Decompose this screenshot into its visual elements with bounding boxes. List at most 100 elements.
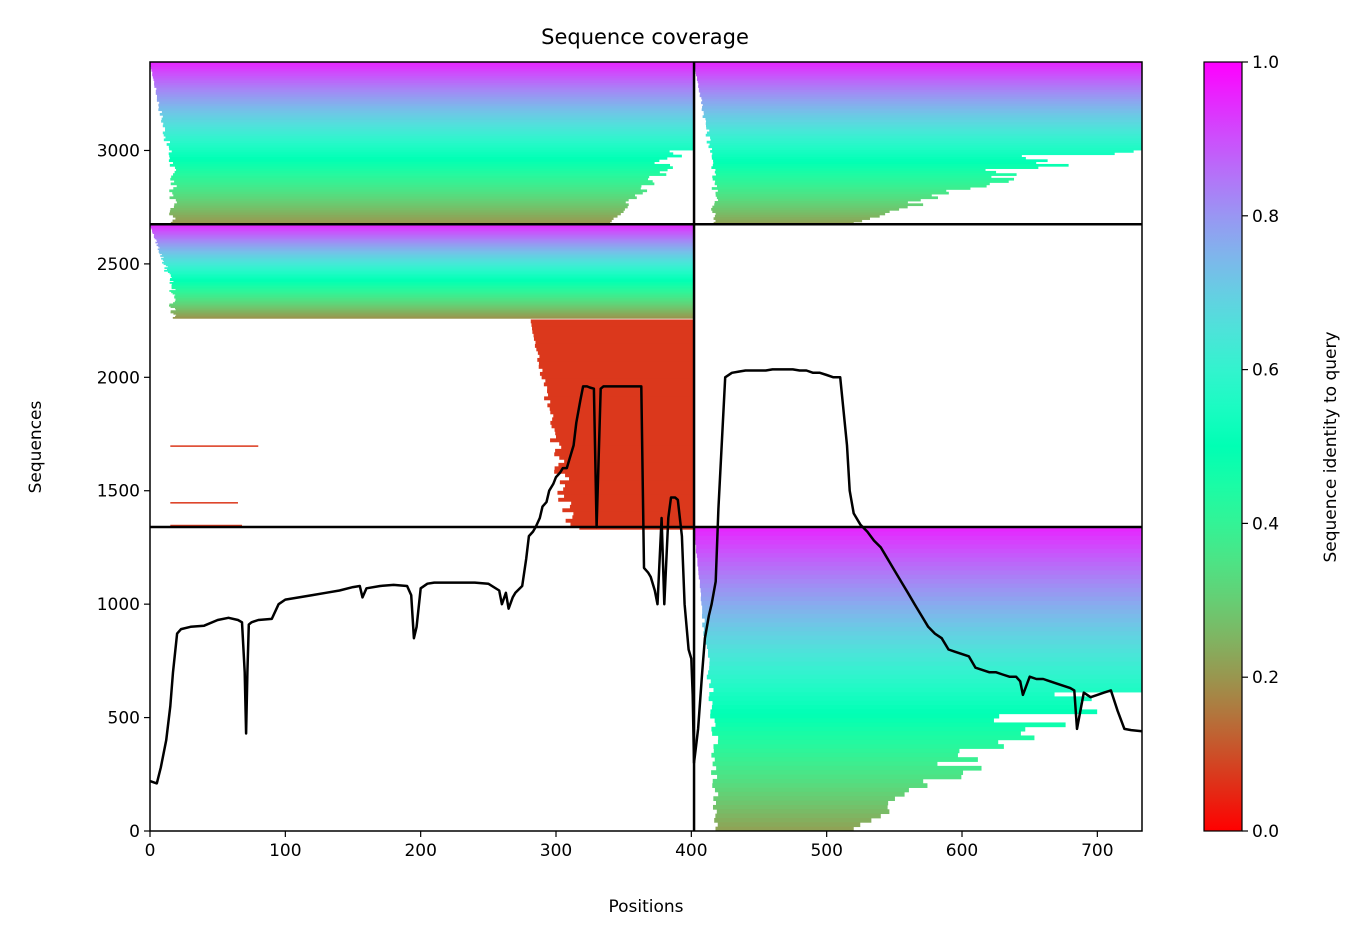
heatmap-row <box>150 226 695 229</box>
heatmap-row <box>170 306 695 308</box>
heatmap-row <box>175 315 695 318</box>
y-axis: 0 500 1000 1500 2000 2500 3000 <box>97 141 150 842</box>
heatmap-row <box>705 117 1142 121</box>
heatmap-row <box>160 255 695 257</box>
heatmap-row <box>151 68 695 72</box>
heatmap-row <box>174 295 695 298</box>
heatmap-row <box>157 243 695 245</box>
heatmap-row <box>700 596 1142 602</box>
heatmap-row <box>173 187 641 190</box>
heatmap-row <box>175 217 614 220</box>
heatmap-row <box>714 214 880 218</box>
heatmap-row <box>711 705 1082 710</box>
heatmap-red-row <box>559 455 695 460</box>
heatmap-row <box>176 184 642 188</box>
heatmap-red-row <box>545 378 695 383</box>
heatmap-red-row <box>571 501 695 506</box>
heatmap-row <box>154 237 695 240</box>
heatmap-row <box>703 110 1142 114</box>
heatmap-row <box>712 761 938 767</box>
heatmap-row <box>702 605 1142 610</box>
heatmap-row <box>158 251 695 253</box>
heatmap-row <box>171 286 695 288</box>
heatmap-row <box>714 757 978 762</box>
heatmap-row <box>696 78 1142 81</box>
heatmap-row <box>698 570 1142 576</box>
heatmap-row <box>170 310 695 313</box>
heatmap-row <box>706 119 1142 123</box>
heatmap-red-row <box>570 522 695 527</box>
heatmap-row <box>714 170 997 174</box>
heatmap-row <box>172 292 695 295</box>
heatmap-row <box>708 670 1142 676</box>
heatmap-row <box>702 103 1142 107</box>
heatmap-row <box>171 287 695 290</box>
heatmap-red-row <box>562 508 695 513</box>
heatmap-row <box>150 225 695 228</box>
heatmap-row <box>711 166 1039 169</box>
heatmap-row <box>701 96 1142 100</box>
heatmap-row <box>708 145 1142 149</box>
y-tick-label: 1500 <box>97 482 140 502</box>
heatmap-row <box>714 817 872 823</box>
heatmap-row <box>709 129 1142 132</box>
heatmap-row <box>715 180 1009 183</box>
heatmap-row <box>159 252 695 255</box>
heatmap-row <box>709 692 1055 697</box>
heatmap-row <box>706 126 1142 130</box>
heatmap-row <box>172 191 643 195</box>
heatmap-row <box>709 657 1142 663</box>
heatmap-red-row <box>536 347 695 352</box>
heatmap-row <box>162 124 695 128</box>
heatmap-row <box>706 644 1142 650</box>
heatmap-row <box>718 198 921 202</box>
heatmap-row <box>718 791 905 797</box>
x-axis-label: Positions <box>608 897 683 917</box>
heatmap-row <box>697 80 1142 84</box>
heatmap-red-row <box>538 364 695 369</box>
heatmap-row <box>152 75 695 79</box>
heatmap-row <box>171 150 670 153</box>
heatmap-red-row <box>534 343 695 348</box>
heatmap-red-row <box>554 452 695 457</box>
heatmap-row <box>697 75 1142 79</box>
heatmap-row <box>170 177 648 181</box>
heatmap-red-row <box>572 515 695 520</box>
colorbar-label: Sequence identity to query <box>1321 331 1341 562</box>
heatmap-row <box>695 548 1142 554</box>
heatmap-row <box>714 718 994 723</box>
heatmap-row <box>712 778 924 784</box>
heatmap-row <box>153 78 695 81</box>
heatmap-row <box>161 117 695 121</box>
heatmap-row <box>702 609 1142 615</box>
heatmap-row <box>708 696 1092 702</box>
heatmap-row <box>175 298 695 300</box>
heatmap-row <box>169 279 695 282</box>
heatmap-row <box>163 138 695 142</box>
heatmap-row <box>713 159 1048 163</box>
heatmap-red-row <box>537 350 695 355</box>
chart-title: Sequence coverage <box>541 25 749 49</box>
heatmap-row <box>705 133 1142 137</box>
heatmap-row <box>157 248 695 251</box>
heatmap-row <box>717 739 999 745</box>
colorbar-ticks: 0.0 0.2 0.4 0.6 0.8 1.0 <box>1242 53 1279 842</box>
heatmap-row <box>712 205 908 209</box>
heatmap-row <box>173 312 695 315</box>
heatmap-red-row <box>565 518 695 523</box>
x-tick-label: 500 <box>810 841 842 861</box>
coverage-heatmap <box>150 62 1142 831</box>
colorbar-tick-label: 0.4 <box>1252 514 1279 534</box>
heatmap-row <box>695 73 1142 77</box>
heatmap-red-row <box>564 494 695 499</box>
heatmap-row <box>715 826 854 831</box>
heatmap-red-row <box>538 361 695 366</box>
heatmap-row <box>711 726 1026 732</box>
heatmap-row <box>710 679 1142 684</box>
heatmap-red-row <box>554 466 695 471</box>
heatmap-red-row <box>532 329 695 334</box>
heatmap-row <box>171 291 695 294</box>
heatmap-row <box>711 154 1022 158</box>
heatmap-row <box>702 622 1142 628</box>
heatmap-row <box>715 722 1066 728</box>
